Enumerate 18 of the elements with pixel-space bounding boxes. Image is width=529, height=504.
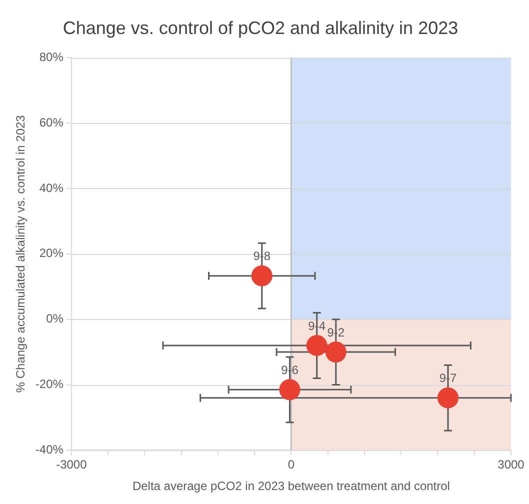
y-tick-label: 40% bbox=[39, 180, 64, 195]
y-axis-title: % Change accumulated alkalinity vs. control in 2023 bbox=[14, 114, 28, 393]
y-tick-label: 60% bbox=[39, 115, 64, 130]
x-axis-title: Delta average pCO2 in 2023 between treatment and control bbox=[132, 479, 450, 494]
point bbox=[251, 265, 272, 286]
chart-title: Change vs. control of pCO2 and alkalinity in 2023 bbox=[62, 18, 458, 38]
x-tick-label: 0 bbox=[288, 458, 295, 472]
point bbox=[306, 335, 328, 356]
y-tick-label: -40% bbox=[35, 442, 64, 457]
x-tick-label: -3000 bbox=[56, 458, 88, 472]
y-tick-label: -20% bbox=[35, 377, 64, 392]
x-tick-label: 3000 bbox=[498, 458, 525, 472]
y-tick-label: 80% bbox=[39, 50, 64, 64]
y-tick-label: 0% bbox=[46, 312, 64, 326]
point bbox=[325, 342, 346, 363]
y-tick-label: 20% bbox=[39, 246, 64, 260]
point bbox=[279, 379, 300, 400]
point bbox=[437, 387, 458, 408]
